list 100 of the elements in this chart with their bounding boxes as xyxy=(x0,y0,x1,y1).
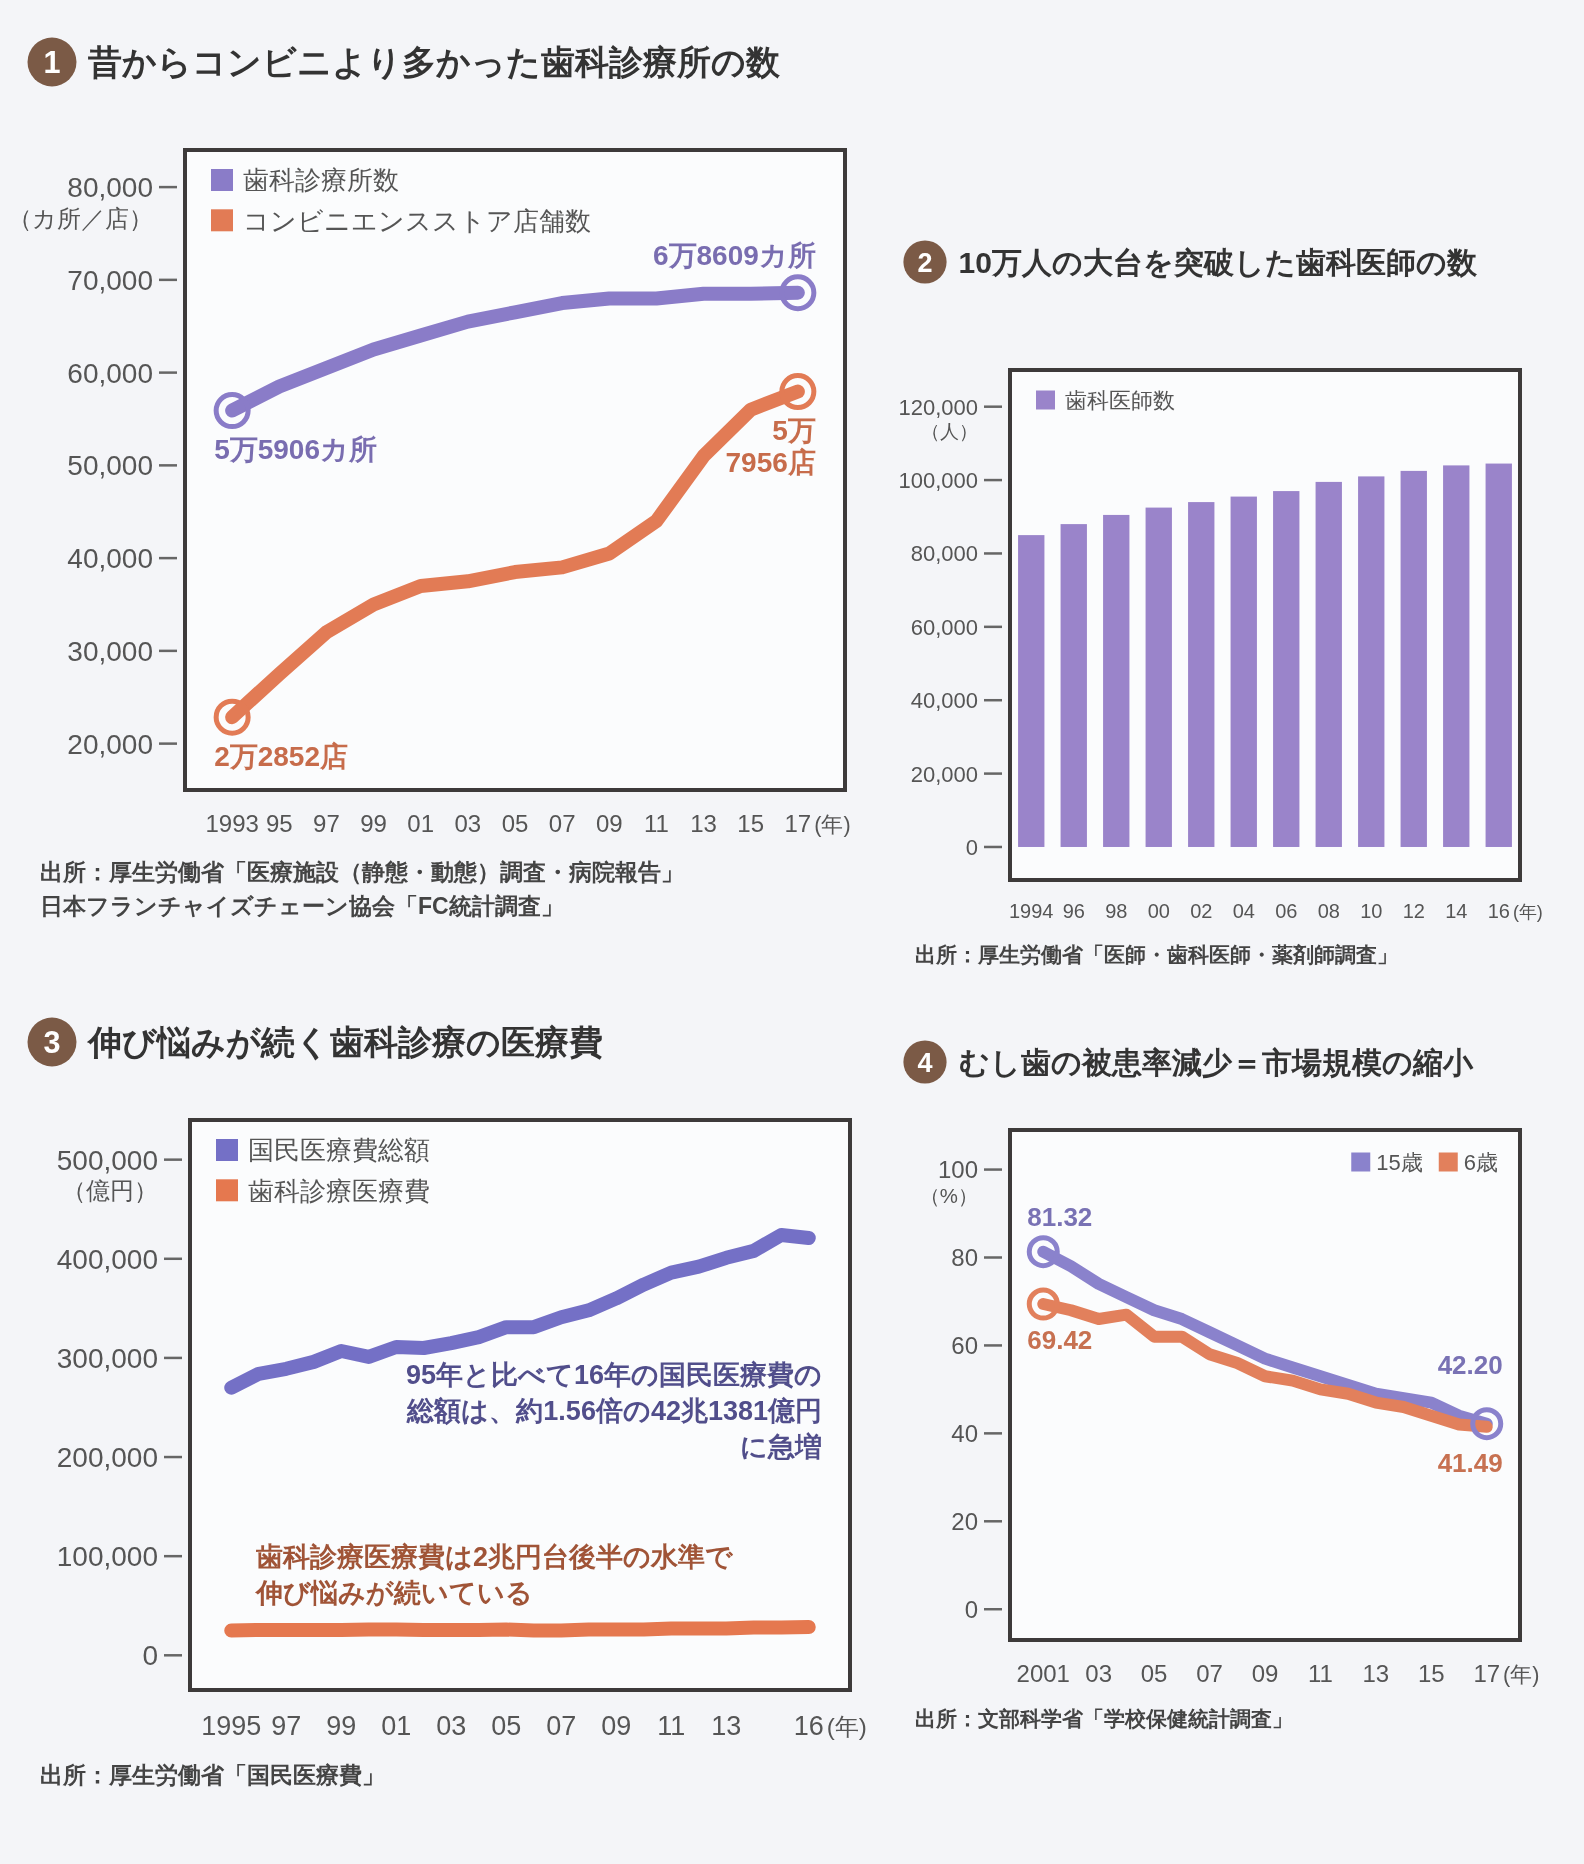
x-tick-label: 1993 xyxy=(205,810,259,837)
x-tick-label: 15 xyxy=(737,810,765,837)
y-tick-label: 70,000 xyxy=(67,264,153,296)
x-tick-label: 06 xyxy=(1275,900,1298,922)
x-tick-label: 16 xyxy=(793,1711,824,1741)
y-tick-label: 0 xyxy=(965,834,978,860)
badge: 1 xyxy=(27,37,77,87)
y-tick-label: 300,000 xyxy=(56,1342,158,1374)
x-tick-label: 02 xyxy=(1190,900,1213,922)
y-axis-title: （億円） xyxy=(62,1177,158,1205)
x-axis-title: (年) xyxy=(1503,1662,1540,1687)
y-tick-label: 200,000 xyxy=(56,1442,158,1474)
annotation: 5万5906カ所 xyxy=(214,433,378,465)
legend-label: 15歳 xyxy=(1376,1149,1423,1175)
legend-label: 歯科医師数 xyxy=(1065,387,1175,413)
badge: 3 xyxy=(27,1017,77,1067)
x-tick-label: 96 xyxy=(1062,900,1085,922)
chart-title: 10万人の大台を突破した歯科医師の数 xyxy=(958,245,1478,279)
text: 出所：厚生労働省「医療施設（静態・動態）調査・病院報告」 xyxy=(40,859,684,886)
y-axis-title: （人） xyxy=(921,420,978,442)
chart-title: 伸び悩みが続く歯科診療の医療費 xyxy=(86,1023,604,1062)
annotation: 2万2852店 xyxy=(214,740,349,772)
y-tick-label: 40,000 xyxy=(67,543,153,575)
y-tick-label: 0 xyxy=(142,1640,158,1672)
y-tick-label: 500,000 xyxy=(56,1144,158,1176)
y-tick-label: 120,000 xyxy=(898,394,978,420)
x-tick-label: 1995 xyxy=(201,1711,262,1741)
chart-title: むし歯の被患率減少＝市場規模の縮小 xyxy=(958,1045,1474,1079)
y-tick-label: 400,000 xyxy=(56,1243,158,1275)
x-tick-label: 99 xyxy=(326,1711,357,1741)
x-tick-label: 10 xyxy=(1360,900,1383,922)
x-tick-label: 04 xyxy=(1232,900,1255,922)
x-tick-label: 03 xyxy=(1085,1660,1113,1687)
text: 出所：文部科学省「学校保健統計調査」 xyxy=(915,1707,1293,1731)
x-tick-label: 00 xyxy=(1147,900,1170,922)
x-tick-label: 12 xyxy=(1402,900,1425,922)
x-tick-label: 05 xyxy=(1140,1660,1168,1687)
badge: 4 xyxy=(903,1040,947,1084)
annotation: 6万8609カ所 xyxy=(652,239,816,271)
x-tick-label: 15 xyxy=(1417,1660,1445,1687)
y-axis-title: （%） xyxy=(919,1185,978,1208)
annotation: 歯科診療医療費は2兆円台後半の水準で伸び悩みが続いている xyxy=(254,1542,735,1608)
y-tick-label: 100,000 xyxy=(56,1541,158,1573)
x-tick-label: 98 xyxy=(1105,900,1128,922)
legend-label: コンビニエンスストア店舗数 xyxy=(243,205,591,236)
annotation: 5万7956店 xyxy=(725,414,816,478)
x-tick-label: 14 xyxy=(1445,900,1468,922)
x-tick-label: 05 xyxy=(501,810,529,837)
x-tick-label: 95 xyxy=(265,810,293,837)
y-tick-label: 60,000 xyxy=(67,357,153,389)
legend-label: 6歳 xyxy=(1463,1149,1498,1175)
y-tick-label: 60 xyxy=(951,1332,978,1360)
data-label: 42.20 xyxy=(1437,1350,1503,1381)
x-axis-title: (年) xyxy=(826,1713,867,1740)
annotation: 95年と比べて16年の国民医療費の総額は、約1.56倍の42兆1381億円に急増 xyxy=(405,1360,822,1462)
y-tick-label: 30,000 xyxy=(67,635,153,667)
x-tick-label: 11 xyxy=(643,810,669,837)
legend-label: 国民医療費総額 xyxy=(248,1135,430,1166)
x-axis-title: (年) xyxy=(814,812,851,837)
y-tick-label: 40,000 xyxy=(910,688,978,714)
x-tick-label: 01 xyxy=(381,1711,412,1741)
y-tick-label: 80 xyxy=(951,1244,978,1272)
badge: 2 xyxy=(903,240,947,284)
y-tick-label: 20,000 xyxy=(67,728,153,760)
x-tick-label: 17 xyxy=(1473,1660,1501,1687)
legend-label: 歯科診療医療費 xyxy=(248,1175,430,1206)
y-tick-label: 20 xyxy=(951,1507,978,1535)
x-tick-label: 97 xyxy=(313,810,340,837)
x-tick-label: 01 xyxy=(407,810,435,837)
x-tick-label: 09 xyxy=(601,1711,632,1741)
y-tick-label: 0 xyxy=(964,1595,978,1623)
x-tick-label: 99 xyxy=(360,810,387,837)
data-label: 81.32 xyxy=(1027,1201,1093,1232)
text: 日本フランチャイズチェーン協会「FC統計調査」 xyxy=(40,892,564,919)
x-tick-label: 07 xyxy=(1196,1660,1223,1687)
y-tick-label: 80,000 xyxy=(910,541,978,567)
y-tick-label: 40 xyxy=(951,1420,978,1447)
x-tick-label: 16 xyxy=(1487,900,1510,922)
data-label: 41.49 xyxy=(1437,1447,1503,1478)
y-tick-label: 20,000 xyxy=(910,761,978,787)
x-tick-label: 07 xyxy=(548,810,576,837)
x-tick-label: 03 xyxy=(436,1711,467,1741)
x-tick-label: 13 xyxy=(1362,1660,1390,1687)
x-axis-title: (年) xyxy=(1512,902,1543,922)
x-tick-label: 03 xyxy=(454,810,482,837)
y-tick-label: 100 xyxy=(937,1156,978,1184)
y-tick-label: 80,000 xyxy=(67,172,153,204)
chart-title: 昔からコンビニより多かった歯科診療所の数 xyxy=(87,43,782,82)
y-tick-label: 60,000 xyxy=(910,614,978,640)
x-tick-label: 2001 xyxy=(1016,1660,1070,1687)
y-tick-label: 50,000 xyxy=(67,450,153,482)
x-tick-label: 11 xyxy=(1307,1660,1333,1687)
x-tick-label: 11 xyxy=(657,1711,686,1741)
legend: 歯科医師数 xyxy=(1036,387,1175,413)
x-tick-label: 13 xyxy=(690,810,717,837)
y-axis-title: （カ所／店） xyxy=(8,204,153,232)
x-tick-label: 09 xyxy=(1251,1660,1279,1687)
text: 出所：厚生労働省「医師・歯科医師・薬剤師調査」 xyxy=(915,943,1398,967)
y-tick-label: 100,000 xyxy=(898,467,978,493)
x-tick-label: 17 xyxy=(784,810,812,837)
